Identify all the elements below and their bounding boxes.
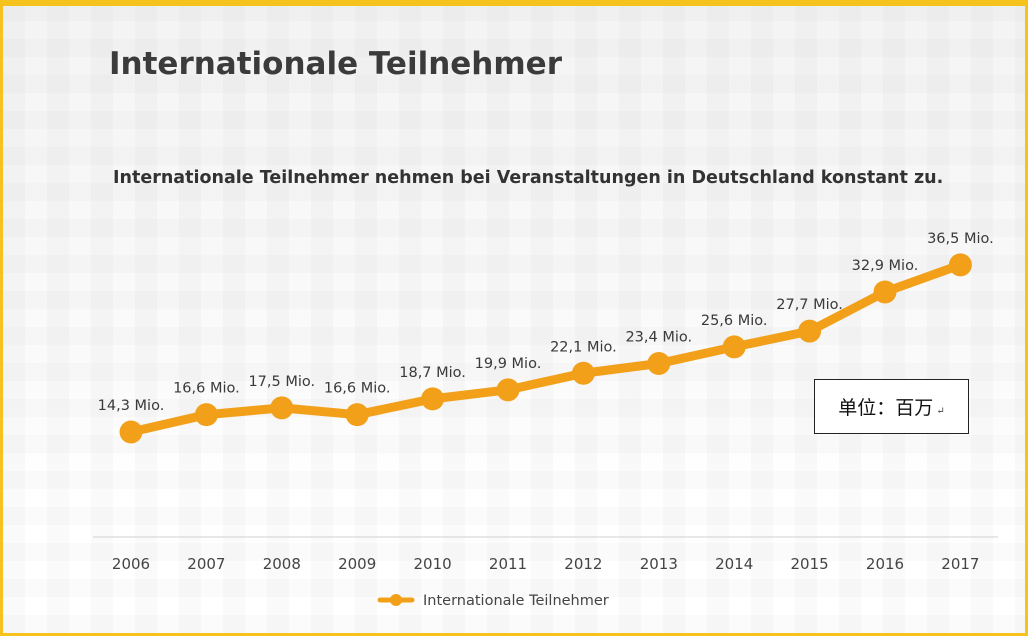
data-label: 16,6 Mio. <box>324 381 391 397</box>
data-point <box>798 319 822 343</box>
x-tick-label: 2010 <box>414 555 452 573</box>
data-label: 14,3 Mio. <box>98 398 165 414</box>
x-tick-label: 2017 <box>941 555 979 573</box>
x-tick-label: 2016 <box>866 555 904 573</box>
x-tick-label: 2013 <box>640 555 678 573</box>
data-point <box>345 403 369 427</box>
page-title: Internationale Teilnehmer <box>109 46 562 82</box>
data-point <box>119 420 143 444</box>
data-point <box>194 403 218 427</box>
data-point <box>496 378 520 402</box>
return-mark: ↵ <box>936 406 945 417</box>
data-label: 32,9 Mio. <box>852 258 919 274</box>
data-label: 25,6 Mio. <box>701 313 768 329</box>
unit-label: 单位：百万 <box>838 397 934 419</box>
data-point <box>948 253 972 277</box>
x-tick-label: 2011 <box>489 555 527 573</box>
legend-marker <box>390 594 402 606</box>
data-point <box>571 361 595 385</box>
data-point <box>270 396 294 420</box>
unit-label-box: 单位：百万 ↵ <box>814 379 969 434</box>
data-label: 18,7 Mio. <box>399 365 466 381</box>
data-point <box>722 335 746 359</box>
data-label: 27,7 Mio. <box>776 297 843 313</box>
legend-label: Internationale Teilnehmer <box>423 593 609 609</box>
chart-subtitle: Internationale Teilnehmer nehmen bei Ver… <box>113 168 944 188</box>
data-point <box>421 387 445 411</box>
x-tick-label: 2008 <box>263 555 301 573</box>
x-tick-label: 2015 <box>791 555 829 573</box>
x-tick-label: 2007 <box>187 555 225 573</box>
data-label: 17,5 Mio. <box>248 374 315 390</box>
data-point <box>647 351 671 375</box>
data-label: 36,5 Mio. <box>927 231 994 247</box>
x-tick-label: 2009 <box>338 555 376 573</box>
x-tick-label: 2014 <box>715 555 753 573</box>
data-label: 22,1 Mio. <box>550 339 617 355</box>
series-line <box>126 260 965 437</box>
x-tick-label: 2012 <box>564 555 602 573</box>
data-point <box>873 280 897 304</box>
x-tick-label: 2006 <box>112 555 150 573</box>
data-label: 19,9 Mio. <box>475 356 542 372</box>
data-label: 16,6 Mio. <box>173 381 240 397</box>
data-label: 23,4 Mio. <box>625 329 692 345</box>
